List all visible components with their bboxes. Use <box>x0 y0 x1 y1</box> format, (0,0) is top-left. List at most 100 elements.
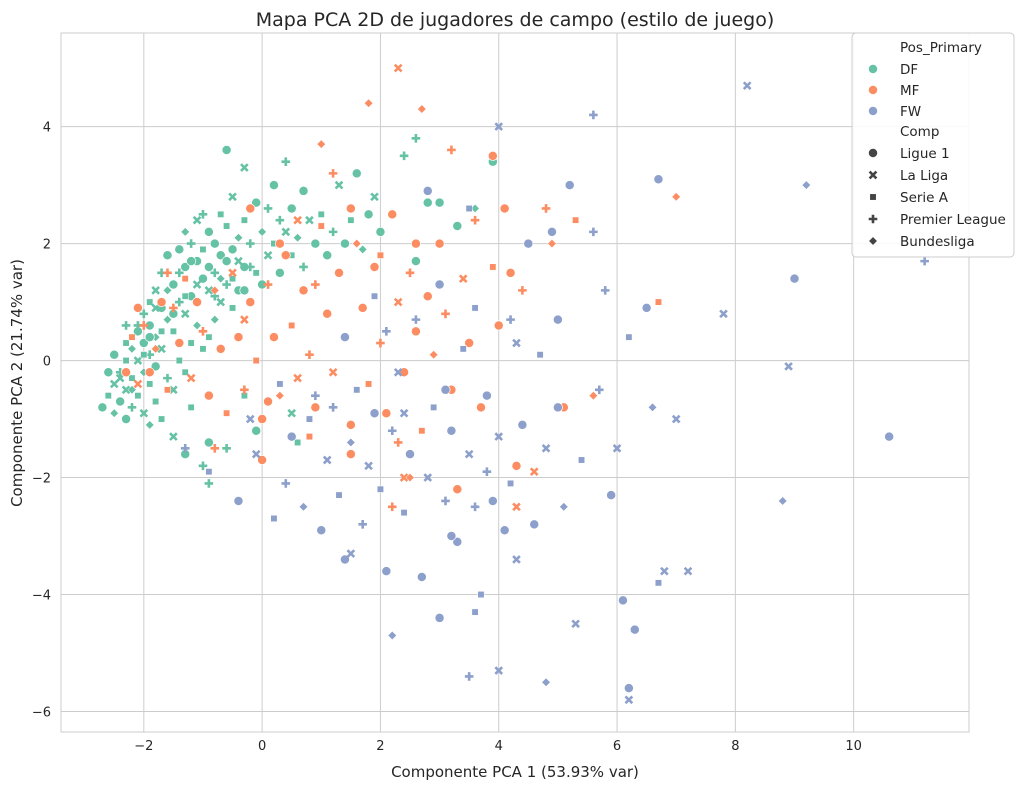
data-point <box>263 250 273 260</box>
data-point <box>294 439 302 446</box>
data-point <box>594 385 604 395</box>
legend-label-df: DF <box>900 62 918 78</box>
data-point <box>175 357 183 365</box>
data-point <box>144 367 155 378</box>
data-point <box>429 350 439 360</box>
y-tick-label: 2 <box>43 238 51 253</box>
data-point <box>589 110 598 120</box>
data-point <box>547 226 557 237</box>
legend-label-comp: Serie A <box>900 190 949 206</box>
data-point <box>353 386 361 394</box>
data-point <box>487 495 498 506</box>
data-point <box>393 438 403 447</box>
data-point <box>257 227 267 237</box>
data-point <box>174 244 185 255</box>
data-point <box>399 408 409 418</box>
data-point <box>109 349 120 360</box>
data-point <box>151 303 160 313</box>
data-point <box>240 216 248 224</box>
data-point <box>571 619 580 629</box>
data-point <box>494 666 504 675</box>
x-axis-label: Componente PCA 1 (53.93% var) <box>391 763 639 781</box>
data-point <box>339 238 350 249</box>
data-point <box>541 204 551 213</box>
data-point <box>146 380 154 388</box>
data-point <box>169 327 177 335</box>
data-point <box>251 425 262 436</box>
data-point <box>369 408 380 419</box>
data-point <box>464 672 474 681</box>
data-point <box>541 677 551 687</box>
data-point <box>269 180 279 191</box>
data-point <box>512 555 521 564</box>
data-point <box>499 525 510 536</box>
data-point <box>139 321 149 330</box>
data-point <box>459 345 467 353</box>
data-point <box>180 309 190 319</box>
data-point <box>305 215 314 225</box>
data-point <box>270 515 278 522</box>
data-point <box>203 390 214 401</box>
data-point <box>653 174 664 185</box>
data-point <box>375 226 386 237</box>
data-point <box>778 496 788 506</box>
data-point <box>422 185 433 196</box>
data-point <box>216 297 226 307</box>
data-point <box>477 591 485 598</box>
data-point <box>145 420 155 430</box>
data-point <box>345 449 356 460</box>
data-point <box>274 238 285 249</box>
data-point <box>286 431 297 442</box>
data-point <box>376 485 384 493</box>
x-tick-label: 8 <box>731 739 739 754</box>
data-point <box>157 344 166 354</box>
x-axis-ticks: −2 0 2 4 6 8 10 <box>134 739 862 754</box>
data-point <box>352 239 362 249</box>
data-point <box>203 437 214 448</box>
data-point <box>293 233 303 243</box>
data-point <box>227 244 238 255</box>
data-point <box>298 285 309 296</box>
data-point <box>180 444 190 453</box>
data-point <box>347 216 355 224</box>
data-point <box>233 495 244 506</box>
data-point <box>470 215 480 225</box>
data-point <box>423 473 433 482</box>
data-point <box>132 302 143 313</box>
data-point <box>286 203 297 214</box>
data-point <box>387 426 397 436</box>
data-point <box>612 443 622 453</box>
data-point <box>547 239 557 249</box>
data-point <box>198 210 208 219</box>
data-point <box>239 285 250 296</box>
y-tick-label: −4 <box>32 589 51 604</box>
data-point <box>104 392 112 400</box>
data-point <box>169 385 178 395</box>
data-point <box>434 238 445 249</box>
data-point <box>405 268 415 278</box>
data-point <box>305 350 314 360</box>
legend: Pos_Primary DF MF FW Comp Ligue 1 La Liga Se… <box>851 32 1015 258</box>
data-point <box>511 460 522 471</box>
x-tick-label: 0 <box>258 739 266 754</box>
data-point <box>217 210 225 218</box>
x-tick-label: 6 <box>613 739 621 754</box>
y-axis-label: Componente PCA 2 (21.74% var) <box>8 259 26 507</box>
data-point <box>517 419 528 430</box>
data-point <box>216 274 226 284</box>
data-point <box>494 122 504 131</box>
data-point <box>452 484 463 495</box>
data-point <box>393 367 403 377</box>
data-point <box>322 308 333 319</box>
data-point <box>322 250 333 261</box>
data-point <box>192 215 202 225</box>
data-point <box>158 327 166 335</box>
data-point <box>221 145 232 155</box>
data-point <box>506 315 515 324</box>
data-point <box>293 215 302 225</box>
data-point <box>464 338 475 348</box>
data-point <box>133 379 143 389</box>
data-point <box>181 368 189 376</box>
data-point <box>606 490 617 501</box>
data-point <box>122 339 130 347</box>
